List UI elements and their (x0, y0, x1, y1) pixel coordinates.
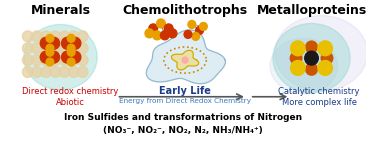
Circle shape (291, 60, 305, 75)
Circle shape (160, 31, 169, 40)
Text: Abiotic: Abiotic (56, 98, 85, 107)
Circle shape (50, 55, 60, 66)
Text: Energy from Direct Redox Chemistry: Energy from Direct Redox Chemistry (119, 98, 251, 104)
Circle shape (188, 20, 196, 28)
Circle shape (50, 67, 60, 77)
Polygon shape (146, 30, 225, 84)
Ellipse shape (270, 38, 338, 94)
Circle shape (200, 22, 207, 30)
Circle shape (290, 52, 302, 64)
Circle shape (67, 58, 75, 66)
Circle shape (305, 51, 318, 65)
Circle shape (32, 43, 42, 54)
Circle shape (22, 67, 33, 77)
Circle shape (40, 51, 52, 63)
Circle shape (318, 41, 332, 56)
Circle shape (22, 31, 33, 42)
Text: Catalytic chemistry: Catalytic chemistry (279, 87, 360, 96)
Circle shape (68, 31, 79, 42)
Text: Early Life: Early Life (159, 86, 211, 96)
Circle shape (291, 41, 305, 56)
Text: More complex life: More complex life (282, 98, 357, 107)
Circle shape (182, 57, 188, 63)
Circle shape (184, 30, 192, 38)
Text: Direct redox chemistry: Direct redox chemistry (22, 87, 118, 96)
Circle shape (68, 55, 79, 66)
Circle shape (48, 51, 60, 63)
Text: (NO₃⁻, NO₂⁻, NO₂, N₂, NH₃/NH₄⁺): (NO₃⁻, NO₂⁻, NO₂, N₂, NH₃/NH₄⁺) (103, 126, 263, 135)
Circle shape (77, 31, 88, 42)
Circle shape (67, 48, 75, 56)
Circle shape (67, 34, 75, 42)
Text: Metalloproteins: Metalloproteins (256, 4, 367, 17)
Circle shape (306, 41, 317, 53)
Circle shape (192, 32, 200, 40)
Circle shape (68, 43, 79, 54)
Circle shape (156, 19, 165, 28)
Ellipse shape (24, 24, 97, 90)
Circle shape (69, 37, 81, 49)
Circle shape (22, 43, 33, 54)
Circle shape (41, 43, 51, 54)
Ellipse shape (273, 23, 350, 93)
Circle shape (321, 52, 333, 64)
Polygon shape (172, 50, 199, 70)
Circle shape (69, 51, 81, 63)
Circle shape (153, 31, 161, 40)
Circle shape (22, 55, 33, 66)
Circle shape (168, 29, 177, 38)
Circle shape (59, 43, 70, 54)
Circle shape (32, 67, 42, 77)
Circle shape (62, 37, 73, 49)
Circle shape (46, 48, 54, 56)
Circle shape (62, 51, 73, 63)
Circle shape (46, 44, 54, 52)
Circle shape (32, 55, 42, 66)
Circle shape (77, 67, 88, 77)
Circle shape (46, 58, 54, 66)
Circle shape (41, 31, 51, 42)
Circle shape (67, 44, 75, 52)
Circle shape (77, 43, 88, 54)
Circle shape (46, 34, 54, 42)
Circle shape (318, 60, 332, 75)
Circle shape (32, 31, 42, 42)
Circle shape (68, 67, 79, 77)
Text: Iron Sulfides and transformatrions of Nitrogen: Iron Sulfides and transformatrions of Ni… (64, 113, 302, 122)
Ellipse shape (275, 16, 367, 91)
Circle shape (77, 55, 88, 66)
Circle shape (50, 31, 60, 42)
Circle shape (164, 24, 173, 33)
Circle shape (50, 43, 60, 54)
Circle shape (145, 29, 154, 38)
Circle shape (59, 31, 70, 42)
Circle shape (59, 67, 70, 77)
Circle shape (149, 24, 158, 33)
Circle shape (196, 27, 203, 34)
Circle shape (48, 37, 60, 49)
Text: Chemolithotrophs: Chemolithotrophs (122, 4, 248, 17)
Circle shape (59, 55, 70, 66)
Circle shape (40, 37, 52, 49)
Circle shape (41, 55, 51, 66)
Text: Minerals: Minerals (31, 4, 91, 17)
Circle shape (41, 67, 51, 77)
Circle shape (306, 63, 317, 75)
